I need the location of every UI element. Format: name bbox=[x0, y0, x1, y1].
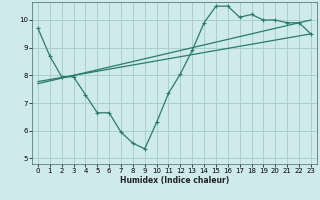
X-axis label: Humidex (Indice chaleur): Humidex (Indice chaleur) bbox=[120, 176, 229, 185]
